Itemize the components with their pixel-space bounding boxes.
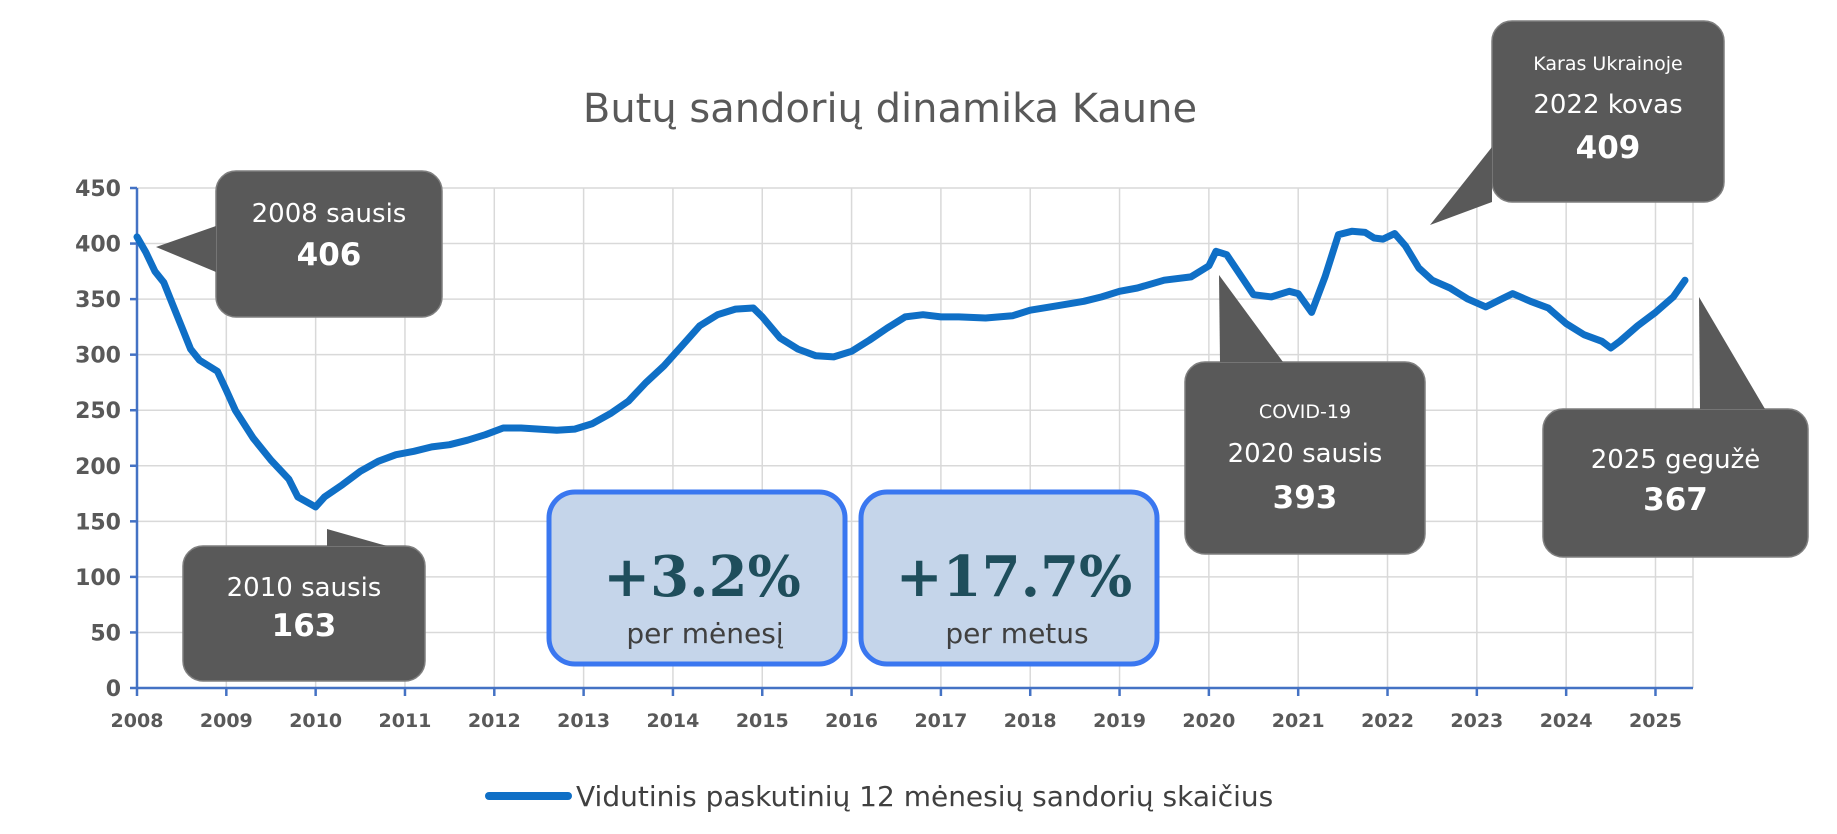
- stat-box-bg: [546, 489, 848, 667]
- y-tick-label: 450: [75, 177, 121, 202]
- callout-box: [1184, 361, 1426, 555]
- axes: [130, 186, 1693, 696]
- callout-pointer: [1219, 275, 1283, 362]
- callout: 2025 gegužė 367: [1542, 297, 1809, 558]
- y-tick-label: 350: [75, 288, 121, 313]
- callout-date: 2010 sausis: [227, 573, 382, 603]
- x-tick-label: 2018: [1004, 710, 1057, 732]
- x-tick-label: 2013: [557, 710, 610, 732]
- x-tick-label: 2023: [1450, 710, 1503, 732]
- callout-date: 2008 sausis: [252, 199, 407, 229]
- series-line: [133, 227, 1689, 511]
- series-layer: [133, 227, 1689, 511]
- y-tick-label: 200: [75, 455, 121, 480]
- callout-pointer: [1430, 147, 1492, 225]
- stat-box-bg: [858, 489, 1160, 667]
- callout-value: 163: [272, 608, 337, 644]
- y-tick-label: 150: [75, 510, 121, 535]
- x-tick-label: 2014: [646, 710, 699, 732]
- callout-value: 409: [1576, 130, 1641, 166]
- callout: COVID-19 2020 sausis 393: [1184, 275, 1426, 555]
- callout-value: 393: [1273, 480, 1338, 516]
- x-tick-label: 2022: [1361, 710, 1414, 732]
- callout-pointer: [327, 529, 387, 546]
- callout: Karas Ukrainoje 2022 kovas 409: [1430, 20, 1725, 225]
- callout-pointer: [1699, 297, 1765, 409]
- x-tick-label: 2015: [736, 710, 789, 732]
- stat-label: per mėnesį: [626, 617, 783, 650]
- x-tick-label: 2019: [1093, 710, 1146, 732]
- callout: 2008 sausis 406: [156, 170, 443, 318]
- callout-pointer: [156, 226, 216, 272]
- y-tick-label: 0: [106, 677, 121, 702]
- callout-date: 2020 sausis: [1228, 439, 1383, 469]
- x-tick-label: 2009: [200, 710, 253, 732]
- callout-value: 367: [1643, 482, 1708, 518]
- x-tick-label: 2011: [379, 710, 432, 732]
- callout-date: 2022 kovas: [1533, 90, 1682, 120]
- x-tick-label: 2010: [289, 710, 342, 732]
- y-tick-label: 50: [90, 621, 121, 646]
- callout: 2010 sausis 163: [182, 529, 426, 682]
- y-tick-label: 250: [75, 399, 121, 424]
- legend-label: Vidutinis paskutinių 12 mėnesių sandorių…: [576, 780, 1273, 813]
- x-tick-label: 2020: [1182, 710, 1235, 732]
- callout-box: [1491, 20, 1725, 203]
- stat-value: +17.7%: [896, 544, 1133, 610]
- y-tick-label: 300: [75, 344, 121, 369]
- x-tick-label: 2025: [1629, 710, 1682, 732]
- x-tick-label: 2008: [111, 710, 164, 732]
- y-tick-label: 400: [75, 233, 121, 258]
- callouts: 2008 sausis 406 2010 sausis 163 COVID-19 2020…: [156, 20, 1809, 682]
- x-tick-label: 2021: [1272, 710, 1325, 732]
- callout-box: [182, 545, 426, 682]
- y-axis-ticks: 0 50 100 150 200 250 300 350 400 450: [75, 177, 121, 702]
- callout-value: 406: [297, 237, 362, 273]
- legend: Vidutinis paskutinių 12 mėnesių sandorių…: [485, 780, 1273, 813]
- y-tick-label: 100: [75, 566, 121, 591]
- x-tick-label: 2017: [914, 710, 967, 732]
- x-axis-ticks: 2008 2009 2010 2011 2012 2013 2014 2015 2016 2017…: [111, 710, 1682, 732]
- callout-box: [1542, 408, 1809, 558]
- chart-title: Butų sandorių dinamika Kaune: [583, 86, 1197, 132]
- callout-date: 2025 gegužė: [1591, 445, 1761, 475]
- stat-box: +3.2% per mėnesį: [546, 489, 848, 667]
- x-tick-label: 2016: [825, 710, 878, 732]
- callout-note: Karas Ukrainoje: [1533, 53, 1682, 75]
- stat-box: +17.7% per metus: [858, 489, 1160, 667]
- stat-boxes: +3.2% per mėnesį +17.7% per metus: [546, 489, 1160, 667]
- stat-label: per metus: [945, 617, 1088, 650]
- callout-note: COVID-19: [1259, 401, 1351, 423]
- x-tick-label: 2012: [468, 710, 521, 732]
- x-tick-label: 2024: [1540, 710, 1593, 732]
- stat-value: +3.2%: [603, 544, 801, 610]
